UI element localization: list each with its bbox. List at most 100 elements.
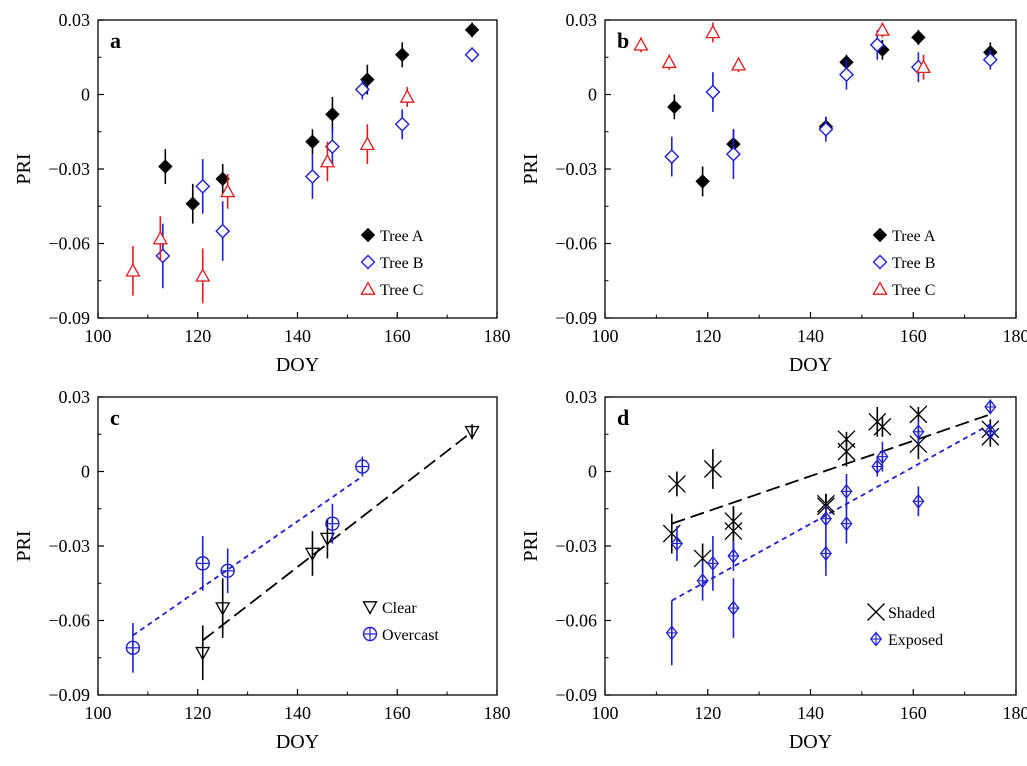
data-point xyxy=(195,178,211,194)
y-tick-label: 0 xyxy=(588,462,597,482)
data-point xyxy=(325,516,340,531)
legend-label: Shaded xyxy=(888,605,935,622)
data-point xyxy=(661,54,677,69)
y-tick-label: 0.03 xyxy=(59,10,91,30)
legend-label: Clear xyxy=(382,600,417,617)
series-tree-a xyxy=(158,22,480,224)
series-clear xyxy=(195,424,480,681)
panel-a: 100 120 140 160 180 0.03 0 −0.03 −0.06 −0.09 DOY PR… xyxy=(13,10,511,376)
data-point xyxy=(837,442,856,461)
legend-marker xyxy=(867,603,885,621)
data-point xyxy=(125,640,141,656)
y-tick-label: 0.03 xyxy=(566,10,598,30)
legend-marker xyxy=(869,631,883,647)
data-point xyxy=(873,417,892,436)
legend-marker xyxy=(362,601,378,615)
data-point xyxy=(464,22,480,38)
series-exposed xyxy=(665,399,997,666)
x-tick-label: 100 xyxy=(592,326,619,346)
y-axis-title: PRI xyxy=(13,153,35,184)
data-point xyxy=(667,474,686,493)
x-tick-label: 120 xyxy=(184,703,211,723)
series-tree-a xyxy=(667,29,998,197)
x-tick-label: 140 xyxy=(797,703,824,723)
y-axis-title: PRI xyxy=(520,153,542,184)
data-point xyxy=(304,547,321,562)
data-point xyxy=(195,267,211,282)
legend-label: Tree A xyxy=(892,228,936,245)
x-tick-label: 160 xyxy=(384,326,411,346)
data-point xyxy=(911,30,926,45)
data-point xyxy=(354,82,370,98)
data-point xyxy=(325,107,340,122)
x-axis-title: DOY xyxy=(276,731,319,753)
legend-item: Shaded xyxy=(867,603,935,622)
data-point xyxy=(220,563,235,579)
x-tick-label: 100 xyxy=(592,703,619,723)
y-tick-label: 0.03 xyxy=(566,387,598,407)
y-tick-label: −0.09 xyxy=(555,308,597,328)
legend-item: Tree B xyxy=(872,254,935,272)
data-point xyxy=(319,153,336,168)
x-axis-title: DOY xyxy=(789,354,832,376)
y-tick-label: 0 xyxy=(588,85,597,105)
data-point xyxy=(984,399,997,415)
legend-item: Tree A xyxy=(360,227,424,245)
data-point xyxy=(816,494,835,513)
panel-letter: b xyxy=(617,28,629,53)
legend-item: Tree A xyxy=(872,227,936,245)
legend-label: Tree A xyxy=(380,228,424,245)
legend-label: Overcast xyxy=(382,627,439,644)
legend-item: Clear xyxy=(362,600,417,617)
legend-item: Tree C xyxy=(360,281,423,299)
y-tick-label: −0.06 xyxy=(555,234,597,254)
data-point xyxy=(155,248,171,264)
series-tree-c xyxy=(633,22,932,80)
legend-item: Exposed xyxy=(869,631,943,649)
x-tick-label: 140 xyxy=(284,326,311,346)
data-point xyxy=(705,24,721,39)
data-point xyxy=(912,493,925,509)
data-point xyxy=(871,458,884,475)
legend-item: Overcast xyxy=(362,626,439,644)
x-tick-label: 140 xyxy=(797,326,824,346)
x-tick-label: 120 xyxy=(694,326,721,346)
legend-label: Tree C xyxy=(380,282,423,299)
plot-frame xyxy=(604,396,1017,696)
series-tree-c xyxy=(125,87,415,304)
legend-label: Tree B xyxy=(892,255,935,272)
data-point xyxy=(915,59,932,74)
panel-c: 100 120 140 160 180 0.03 0 −0.03 −0.06 −0.09 DOY PR… xyxy=(13,387,511,753)
data-point xyxy=(359,136,375,151)
x-tick-label: 180 xyxy=(1003,703,1027,723)
panel-letter: a xyxy=(110,28,121,53)
data-point xyxy=(705,84,721,100)
data-point xyxy=(399,89,415,103)
fit-line xyxy=(132,475,363,637)
data-point xyxy=(725,146,741,162)
data-point xyxy=(819,511,832,527)
data-point xyxy=(125,262,141,277)
legend-item: Tree B xyxy=(360,254,423,272)
data-point xyxy=(670,535,683,552)
panel-d: 100 120 140 160 180 0.03 0 −0.03 −0.06 −0.09 DOY PR… xyxy=(520,387,1027,753)
data-point xyxy=(158,159,173,174)
plot-frame xyxy=(97,19,498,319)
data-point xyxy=(305,134,320,149)
y-tick-label: 0 xyxy=(81,462,90,482)
panel-letter: d xyxy=(617,405,629,430)
x-tick-label: 100 xyxy=(85,326,112,346)
legend-marker xyxy=(872,281,888,295)
series-overcast xyxy=(125,456,370,673)
y-tick-label: 0.03 xyxy=(59,387,91,407)
data-point xyxy=(874,22,891,36)
data-point xyxy=(665,625,678,641)
data-point xyxy=(215,223,231,239)
x-tick-label: 160 xyxy=(900,703,927,723)
legend-marker xyxy=(872,227,888,243)
data-point xyxy=(840,516,853,532)
y-tick-label: −0.06 xyxy=(48,234,90,254)
series-tree-b xyxy=(664,29,998,179)
x-tick-label: 180 xyxy=(1003,326,1027,346)
fit-line xyxy=(671,423,991,602)
